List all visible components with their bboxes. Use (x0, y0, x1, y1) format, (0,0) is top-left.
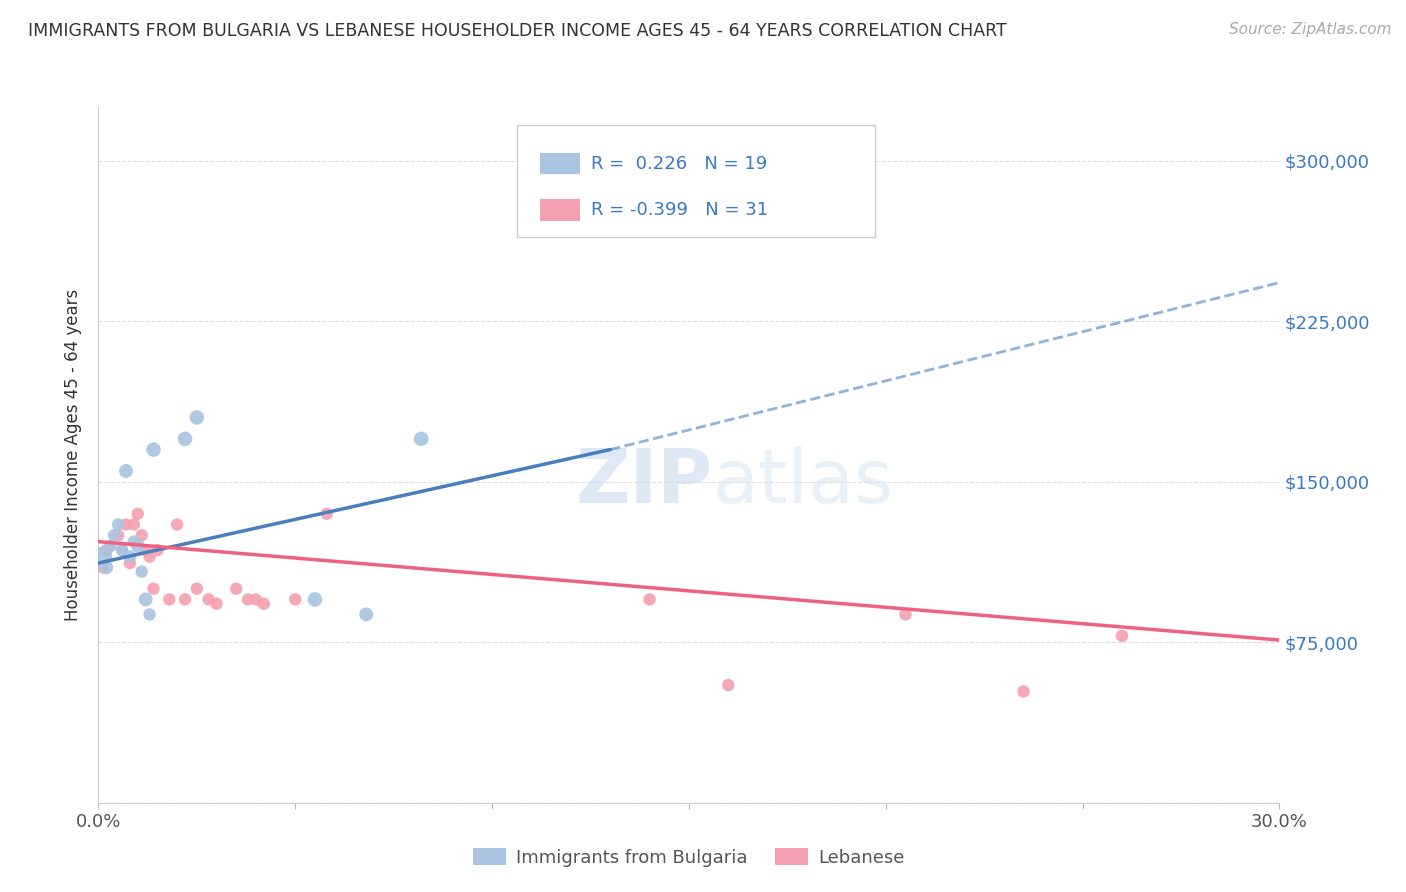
Point (138, 607, 160, 622)
Point (638, 592, 661, 607)
Point (225, 582, 247, 596)
Point (315, 507, 337, 521)
Point (894, 607, 917, 622)
Point (354, 607, 377, 622)
Point (1111, 629, 1133, 643)
Text: atlas: atlas (713, 446, 894, 519)
Point (122, 534, 145, 549)
Point (157, 592, 180, 607)
Point (127, 539, 149, 553)
Point (131, 528, 153, 542)
Point (111, 543, 134, 558)
Point (107, 517, 129, 532)
Point (142, 582, 165, 596)
Point (146, 543, 169, 558)
Point (717, 678, 740, 692)
Point (186, 410, 208, 425)
Point (284, 592, 307, 607)
Point (304, 592, 326, 607)
Point (118, 549, 141, 564)
Legend: Immigrants from Bulgaria, Lebanese: Immigrants from Bulgaria, Lebanese (465, 840, 912, 874)
Point (174, 432, 197, 446)
Point (98, 539, 121, 553)
Text: R =  0.226   N = 19: R = 0.226 N = 19 (591, 154, 768, 173)
Point (197, 592, 219, 607)
Point (96, 543, 118, 558)
Point (127, 507, 149, 521)
Point (118, 556, 141, 570)
Point (142, 442, 165, 457)
Point (115, 464, 138, 478)
Text: Source: ZipAtlas.com: Source: ZipAtlas.com (1229, 22, 1392, 37)
Point (245, 592, 267, 607)
Point (96, 560, 118, 574)
Point (107, 528, 129, 542)
Point (103, 528, 125, 542)
Point (205, 597, 228, 611)
Text: R = -0.399   N = 31: R = -0.399 N = 31 (591, 201, 768, 219)
Point (135, 543, 157, 558)
Text: IMMIGRANTS FROM BULGARIA VS LEBANESE HOUSEHOLDER INCOME AGES 45 - 64 YEARS CORRE: IMMIGRANTS FROM BULGARIA VS LEBANESE HOU… (28, 22, 1007, 40)
Point (111, 543, 134, 558)
Y-axis label: Householder Income Ages 45 - 64 years: Householder Income Ages 45 - 64 years (65, 289, 83, 621)
Point (253, 597, 276, 611)
Point (135, 592, 157, 607)
Point (166, 517, 188, 532)
Point (122, 517, 145, 532)
Text: ZIP: ZIP (575, 446, 713, 519)
Point (91, 560, 114, 574)
Point (138, 549, 160, 564)
Point (115, 517, 138, 532)
Point (1012, 684, 1035, 698)
Point (186, 582, 208, 596)
Point (98, 539, 121, 553)
Point (236, 592, 259, 607)
Point (174, 592, 197, 607)
Point (91, 549, 114, 564)
Point (411, 432, 433, 446)
Point (131, 565, 153, 579)
